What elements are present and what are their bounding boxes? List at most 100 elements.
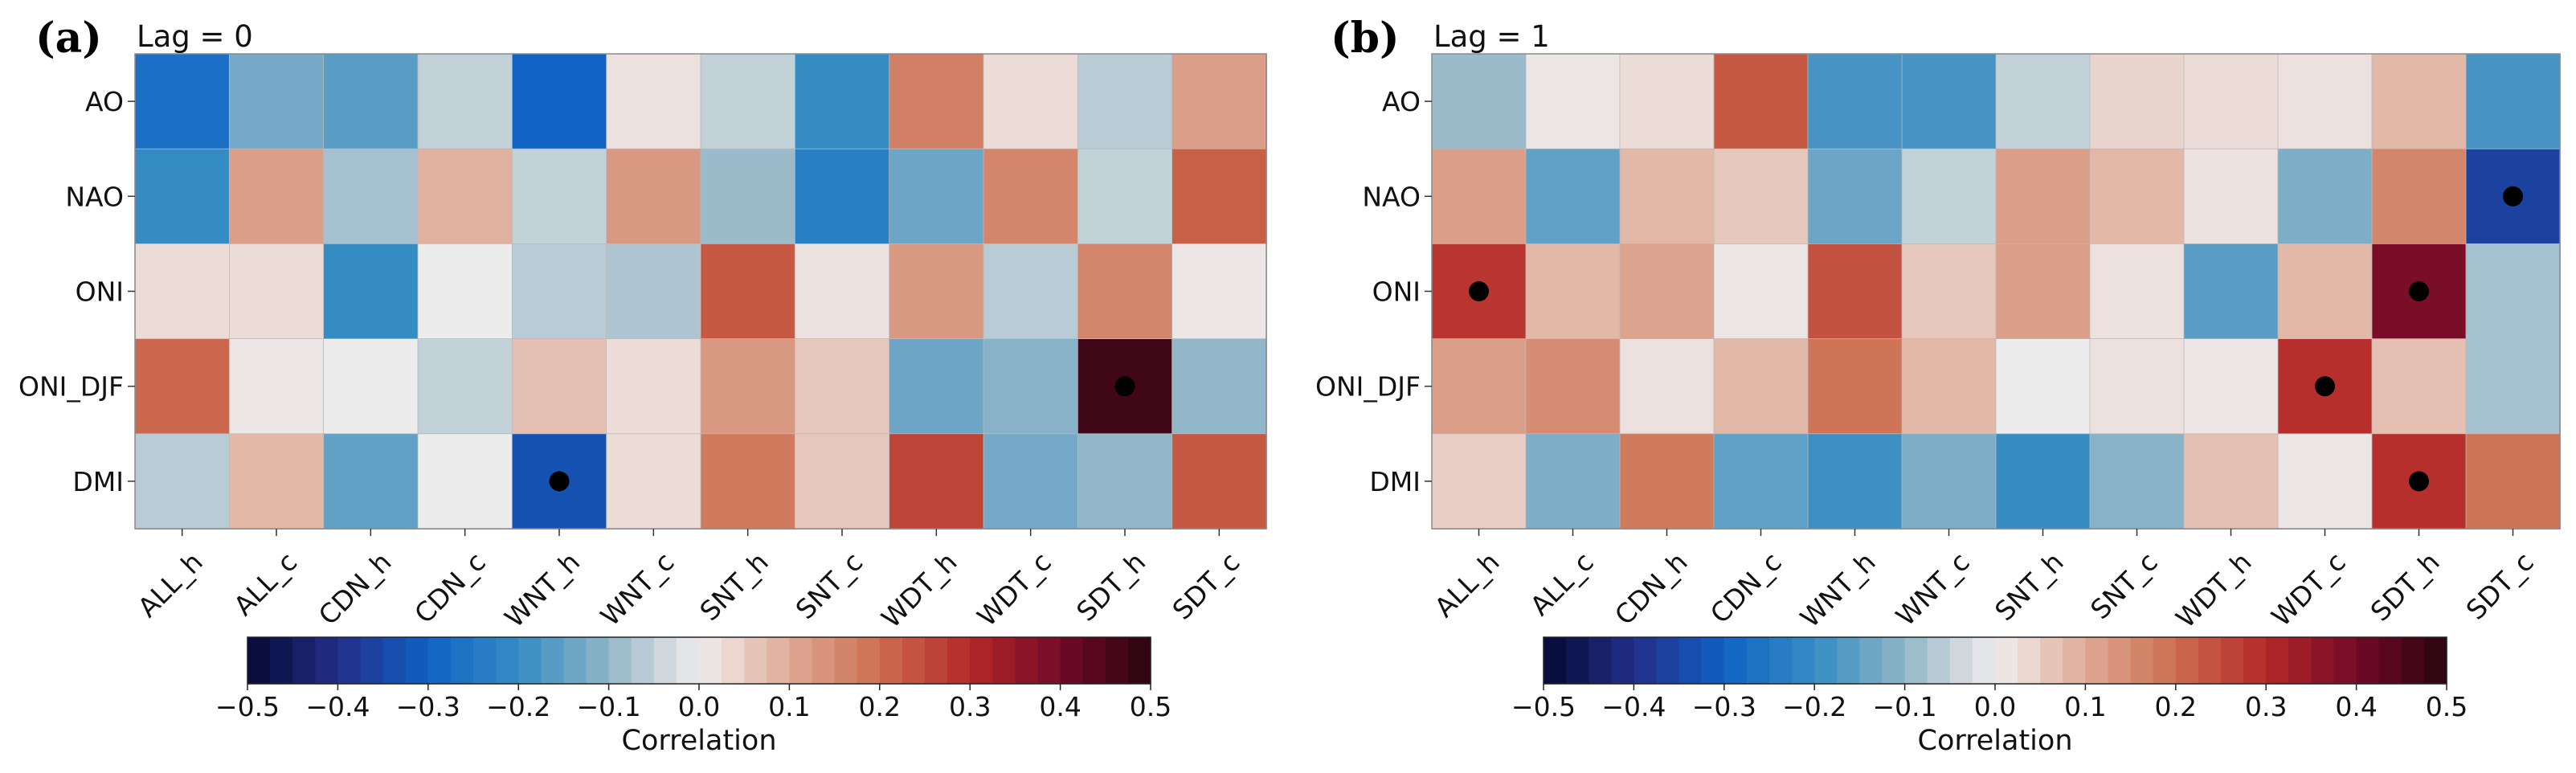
y-tick-label: ONI [1372, 276, 1421, 308]
colorbar-segment [450, 637, 474, 684]
colorbar-segment [405, 637, 429, 684]
colorbar-segment [2018, 637, 2041, 684]
colorbar-tick-label: −0.1 [577, 691, 641, 722]
heatmap-cell [2465, 243, 2561, 340]
heatmap-cell [2183, 433, 2279, 530]
significance-marker [2409, 281, 2429, 301]
colorbar-segment [947, 637, 971, 684]
colorbar-segment [2085, 637, 2109, 684]
panel-title: Lag = 0 [137, 19, 253, 54]
heatmap-cell [417, 148, 513, 245]
heatmap-cell [228, 148, 325, 245]
panel-title: Lag = 1 [1433, 19, 1550, 54]
colorbar-tick-label: 0.0 [1974, 691, 2016, 722]
heatmap-cell [228, 53, 325, 150]
heatmap-cell [700, 338, 796, 435]
heatmap-cell [2183, 338, 2279, 435]
heatmap-cell [700, 148, 796, 245]
colorbar-segment [382, 637, 407, 684]
heatmap-cell [1713, 53, 1809, 150]
colorbar-segment [2401, 637, 2425, 684]
heatmap-cell [1619, 338, 1715, 435]
heatmap-cell [2465, 433, 2561, 530]
heatmap-cell [1077, 243, 1173, 340]
colorbar-segment [744, 637, 767, 684]
heatmap-cell [1807, 53, 1903, 150]
colorbar-tick-label: −0.3 [1692, 691, 1756, 722]
heatmap-cell [983, 148, 1079, 245]
heatmap-cell [1431, 148, 1527, 245]
heatmap-cell [1901, 433, 1997, 530]
colorbar-segment [1859, 637, 1883, 684]
heatmap-cell [1077, 148, 1173, 245]
colorbar-segment [970, 637, 993, 684]
colorbar-segment [1060, 637, 1084, 684]
colorbar-tick-label: −0.4 [1601, 691, 1666, 722]
y-tick-label: ONI_DJF [18, 371, 124, 403]
colorbar-segment [427, 637, 452, 684]
heatmap-cell [511, 53, 607, 150]
colorbar-tick-label: −0.5 [215, 691, 280, 722]
heatmap-cell [1525, 148, 1621, 245]
heatmap-cell [1619, 433, 1715, 530]
heatmap-cell [889, 53, 985, 150]
y-tick-label: ONI [76, 276, 124, 308]
colorbar-segment [1814, 637, 1838, 684]
x-tick-label: WDT_h [2169, 546, 2257, 634]
heatmap-cell [700, 243, 796, 340]
colorbar-segment [247, 637, 271, 684]
colorbar-tick-label: −0.1 [1873, 691, 1937, 722]
colorbar-tick-label: −0.3 [396, 691, 460, 722]
colorbar-segment [2243, 637, 2267, 684]
colorbar-segment [789, 637, 813, 684]
colorbar-segment [631, 637, 655, 684]
y-tick-label: AO [85, 86, 124, 117]
colorbar-label: Correlation [622, 725, 777, 757]
colorbar-segment [1746, 637, 1770, 684]
colorbar-segment [2356, 637, 2380, 684]
x-tick-label: SNT_h [693, 546, 775, 628]
heatmap-cell [700, 53, 796, 150]
heatmap-cell [417, 53, 513, 150]
heatmap-cell [1807, 338, 1903, 435]
colorbar-segment [1634, 637, 1658, 684]
colorbar-segment [360, 637, 384, 684]
colorbar-segment [653, 637, 677, 684]
colorbar-segment [1927, 637, 1951, 684]
colorbar-segment [292, 637, 316, 684]
heatmap-cell [1713, 338, 1809, 435]
heatmap-cell [134, 53, 231, 150]
heatmap-cell [323, 338, 419, 435]
heatmap-cell [417, 243, 513, 340]
heatmap-cell [1995, 433, 2091, 530]
colorbar-segment [2266, 637, 2289, 684]
heatmap-cell [134, 148, 231, 245]
heatmap-cell [1995, 338, 2091, 435]
heatmap-cell [1901, 243, 1997, 340]
colorbar-segment [925, 637, 948, 684]
heatmap-cell [606, 53, 701, 150]
heatmap-cell [1901, 338, 1997, 435]
heatmap-cell [1807, 243, 1903, 340]
x-tick-label: WNT_h [1794, 546, 1882, 634]
colorbar-segment [518, 637, 542, 684]
colorbar-segment [2311, 637, 2335, 684]
x-tick-label: WNT_c [595, 546, 681, 632]
colorbar-segment [1678, 637, 1703, 684]
x-tick-label: SDT_h [2365, 546, 2446, 628]
heatmap-cell [323, 53, 419, 150]
colorbar-segment [699, 637, 722, 684]
x-tick-label: CDN_h [1609, 546, 1694, 632]
heatmap-cell [1713, 433, 1809, 530]
y-tick-label: ONI_DJF [1315, 371, 1421, 403]
heatmap-cell [606, 148, 701, 245]
heatmap-cell [323, 148, 419, 245]
heatmap-cell [2089, 433, 2185, 530]
colorbar-segment [2198, 637, 2222, 684]
colorbar-segment [1723, 637, 1748, 684]
x-tick-label: ALL_h [1429, 546, 1506, 624]
panel-label: (b) [1331, 14, 1400, 63]
heatmap-cell [2277, 433, 2373, 530]
